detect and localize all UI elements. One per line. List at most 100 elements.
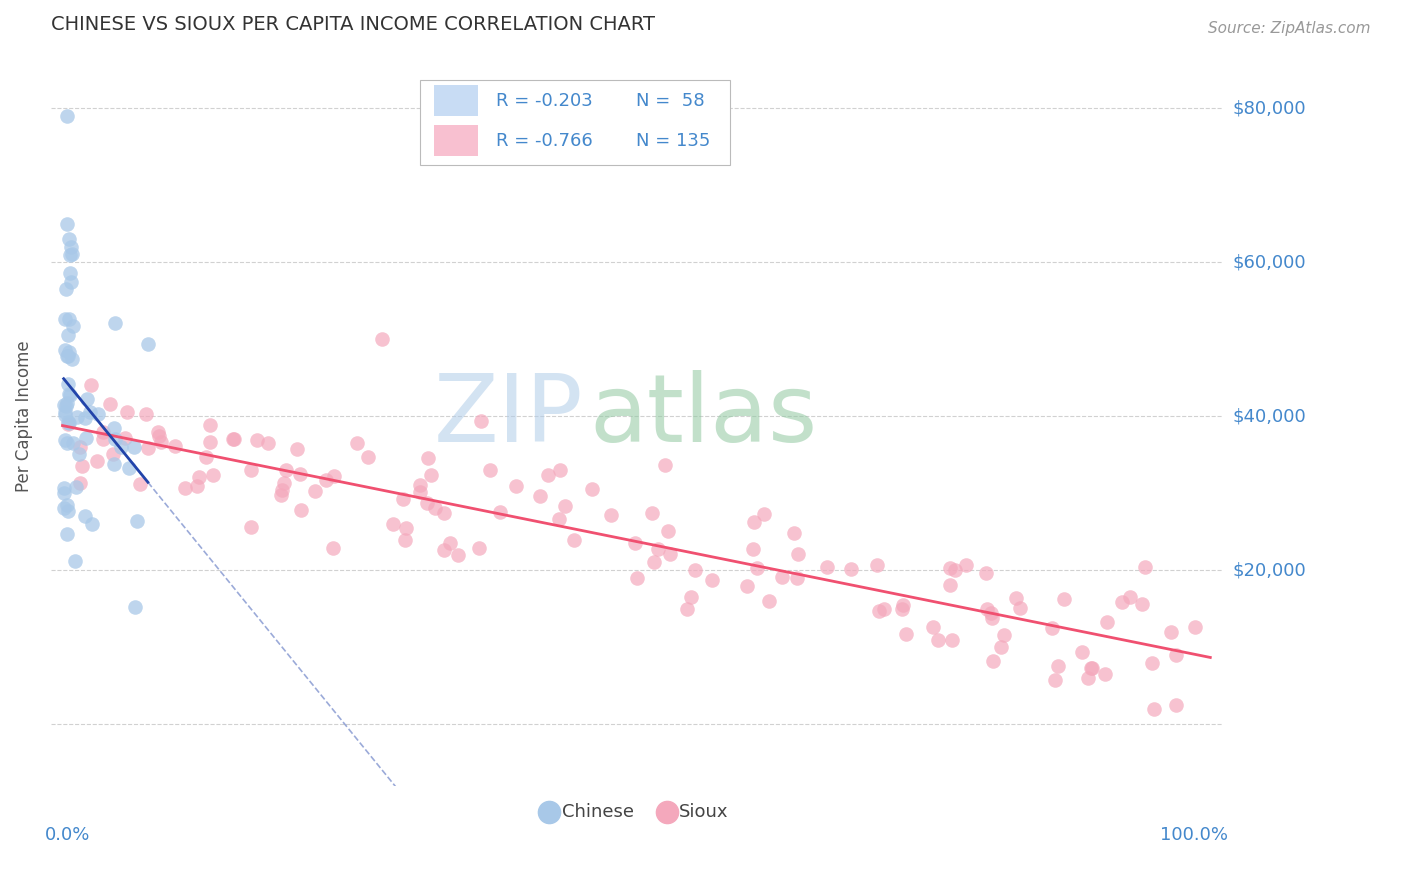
Point [927, 632, 949, 647]
Point [432, 506, 454, 520]
Text: N =  58: N = 58 [637, 92, 704, 110]
Point [745, 560, 768, 574]
Point [288, 467, 311, 482]
Point [939, 561, 962, 575]
Point [786, 570, 808, 584]
Point [66, 410, 89, 425]
Point [643, 555, 665, 569]
Point [163, 439, 186, 453]
Point [59, 267, 82, 281]
Point [624, 536, 647, 550]
Point [1164, 698, 1187, 713]
Point [200, 435, 222, 450]
Point [73, 411, 96, 425]
Point [76, 392, 98, 407]
Point [69, 475, 91, 490]
Point [742, 542, 765, 557]
Point [647, 541, 669, 556]
Point [124, 440, 146, 454]
Point [1047, 659, 1070, 673]
Point [246, 434, 269, 448]
Point [548, 512, 571, 526]
Point [659, 547, 682, 561]
Point [56, 109, 79, 123]
Text: ZIP: ZIP [434, 370, 583, 462]
Point [80, 516, 103, 531]
Point [939, 578, 962, 592]
Point [87, 407, 110, 421]
Point [529, 489, 551, 503]
Point [981, 611, 1004, 625]
Point [446, 548, 468, 562]
Point [1143, 701, 1166, 715]
Point [52, 481, 75, 495]
Point [976, 602, 998, 616]
Point [56, 377, 79, 392]
Point [201, 468, 224, 483]
Point [58, 416, 80, 430]
Point [136, 442, 159, 456]
Point [418, 450, 440, 465]
Point [395, 521, 418, 535]
Point [103, 316, 125, 330]
Point [224, 433, 246, 447]
Point [993, 628, 1015, 642]
Point [101, 447, 124, 461]
Point [104, 432, 127, 446]
Point [537, 468, 560, 483]
Point [56, 349, 79, 363]
Point [1142, 657, 1164, 671]
Point [52, 398, 75, 412]
Point [125, 514, 148, 528]
Point [866, 558, 889, 572]
Point [270, 488, 292, 502]
Point [815, 560, 838, 574]
Point [346, 436, 368, 450]
Point [118, 460, 141, 475]
Text: $40,000: $40,000 [1233, 407, 1306, 425]
Point [1160, 625, 1182, 640]
Point [56, 504, 79, 518]
Point [873, 601, 896, 615]
Point [641, 506, 664, 520]
Point [274, 463, 297, 477]
Point [65, 554, 87, 568]
Point [124, 600, 146, 615]
Point [221, 432, 243, 446]
Point [240, 463, 263, 477]
Point [304, 484, 326, 499]
Point [394, 533, 416, 548]
Point [783, 525, 806, 540]
Point [58, 417, 80, 431]
Point [700, 573, 723, 587]
Text: $60,000: $60,000 [1233, 253, 1306, 271]
Point [891, 601, 914, 615]
Point [103, 457, 125, 471]
Point [315, 473, 337, 487]
Point [135, 408, 157, 422]
Point [754, 507, 776, 521]
Point [505, 479, 527, 493]
Point [174, 481, 197, 495]
Point [60, 352, 83, 367]
Point [285, 442, 308, 457]
Point [1111, 595, 1133, 609]
Point [420, 468, 443, 483]
Point [53, 433, 76, 447]
Point [80, 378, 103, 392]
Point [683, 563, 706, 577]
Point [136, 337, 159, 351]
Point [941, 633, 963, 648]
Point [69, 440, 91, 454]
Point [256, 435, 278, 450]
Point [56, 499, 79, 513]
Point [110, 440, 132, 454]
Point [55, 396, 77, 410]
Point [55, 436, 77, 450]
Point [1119, 590, 1142, 604]
Point [1094, 667, 1116, 681]
Point [382, 516, 405, 531]
Point [62, 319, 84, 334]
Point [626, 571, 648, 585]
Point [657, 524, 679, 539]
